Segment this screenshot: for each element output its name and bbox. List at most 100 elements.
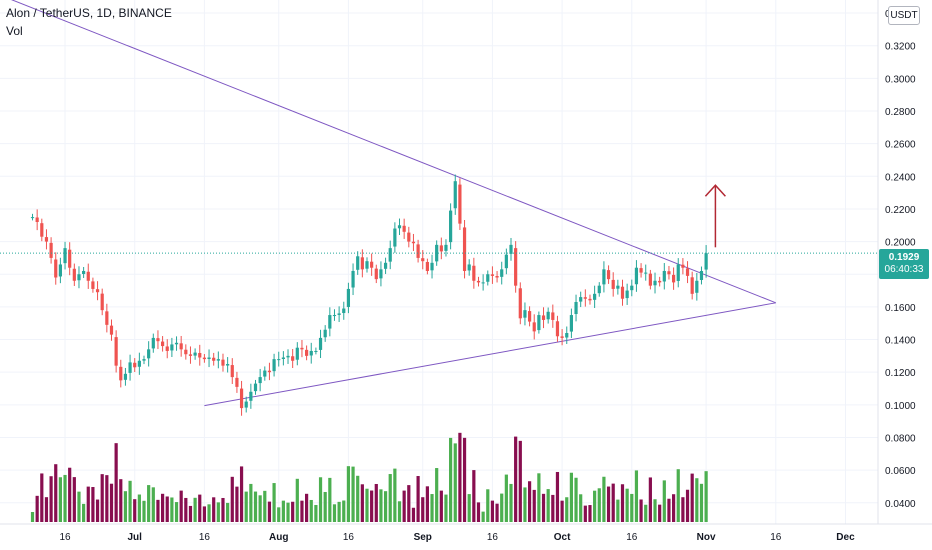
candle-body[interactable] [388,248,392,262]
candle-body[interactable] [425,261,429,271]
candle-body[interactable] [486,274,490,282]
candle-body[interactable] [541,315,546,320]
candle-body[interactable] [523,310,527,318]
time-axis[interactable]: 16 Jul 16 Aug 16 Sep 16 Oct 16 Nov 16 Dec [59,532,855,543]
candle-body[interactable] [648,273,652,286]
candle-body[interactable] [699,270,704,280]
candle-body[interactable] [616,285,620,289]
candle-body[interactable] [281,357,285,359]
candle-body[interactable] [82,270,86,274]
candle-body[interactable] [239,388,244,409]
candle-body[interactable] [342,308,346,314]
candle-body[interactable] [337,313,341,315]
candle-body[interactable] [193,352,197,356]
candle-body[interactable] [602,269,606,285]
up-arrow-annotation[interactable] [704,184,726,248]
candle-body[interactable] [35,217,39,223]
candle-body[interactable] [579,297,583,302]
candle-body[interactable] [574,301,578,315]
candle-body[interactable] [44,237,49,242]
candle-body[interactable] [453,181,457,209]
candle-body[interactable] [179,343,183,350]
candle-body[interactable] [685,268,690,276]
candle-body[interactable] [407,232,411,242]
candle-body[interactable] [207,357,211,359]
candle-body[interactable] [272,359,276,372]
candle-body[interactable] [583,297,587,299]
candle-body[interactable] [346,288,351,307]
candle-body[interactable] [402,225,406,232]
trendlines[interactable] [0,0,776,407]
candle-body[interactable] [495,276,499,278]
candle-body[interactable] [165,346,169,351]
candle-body[interactable] [472,265,476,281]
candle-body[interactable] [212,357,216,361]
candle-body[interactable] [249,391,253,401]
candle-body[interactable] [151,337,155,349]
candle-body[interactable] [527,311,532,322]
candle-body[interactable] [555,321,560,337]
candle-body[interactable] [128,362,132,373]
candle-body[interactable] [184,349,188,355]
trendline-upper[interactable] [0,0,776,304]
candle-body[interactable] [509,244,513,254]
candle-body[interactable] [611,279,615,289]
candle-body[interactable] [356,256,360,270]
candle-body[interactable] [244,401,248,408]
candle-body[interactable] [133,362,137,368]
candle-body[interactable] [421,258,425,262]
candle-body[interactable] [230,365,234,378]
candle-body[interactable] [430,262,434,271]
candle-body[interactable] [263,370,267,377]
candle-body[interactable] [658,280,662,283]
candle-body[interactable] [291,356,295,361]
candle-body[interactable] [119,366,123,381]
candle-body[interactable] [551,312,555,320]
candle-body[interactable] [105,311,109,325]
candle-body[interactable] [253,383,258,392]
candle-body[interactable] [305,349,309,356]
candle-body[interactable] [109,325,114,335]
candle-body[interactable] [295,347,299,360]
candle-body[interactable] [379,269,383,279]
candle-body[interactable] [690,277,694,294]
candle-body[interactable] [114,337,118,366]
candle-body[interactable] [569,315,573,332]
candle-body[interactable] [314,350,318,352]
candle-body[interactable] [625,290,629,299]
candle-body[interactable] [593,293,597,300]
candle-body[interactable] [160,341,165,347]
candle-body[interactable] [481,282,485,284]
candle-body[interactable] [100,293,104,311]
candle-body[interactable] [226,364,230,366]
candle-body[interactable] [695,280,699,293]
candle-body[interactable] [137,360,141,367]
trendline-lower[interactable] [204,302,776,407]
candle-body[interactable] [630,285,634,291]
candle-body[interactable] [351,270,355,288]
candle-body[interactable] [435,244,439,262]
candle-body[interactable] [671,274,676,283]
candle-body[interactable] [300,347,304,350]
candle-body[interactable] [667,271,671,275]
candle-body[interactable] [174,342,179,345]
candle-body[interactable] [393,228,397,247]
candle-body[interactable] [170,344,174,351]
candle-body[interactable] [397,225,402,229]
candle-body[interactable] [147,349,151,359]
candle-body[interactable] [58,264,62,277]
candle-body[interactable] [606,270,611,280]
candle-body[interactable] [560,336,564,338]
candle-body[interactable] [86,271,90,281]
candle-body[interactable] [444,244,448,251]
candle-body[interactable] [374,268,378,280]
candle-body[interactable] [77,274,81,281]
candle-body[interactable] [360,257,364,270]
candle-body[interactable] [370,261,374,268]
candle-body[interactable] [216,359,220,361]
candle-body[interactable] [123,373,128,380]
candle-body[interactable] [323,329,327,338]
candle-body[interactable] [318,337,323,350]
candle-body[interactable] [54,259,58,278]
